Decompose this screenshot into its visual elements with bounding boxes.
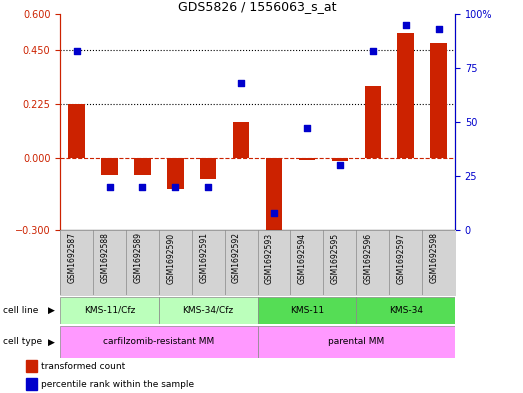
Bar — [26, 378, 37, 390]
Text: KMS-11/Cfz: KMS-11/Cfz — [84, 306, 135, 315]
Point — [105, 184, 113, 190]
Bar — [159, 297, 257, 324]
Text: percentile rank within the sample: percentile rank within the sample — [41, 380, 194, 389]
Bar — [266, 158, 282, 230]
Text: cell type: cell type — [3, 338, 42, 346]
Bar — [397, 33, 414, 158]
Text: KMS-34/Cfz: KMS-34/Cfz — [183, 306, 234, 315]
Bar — [365, 86, 381, 158]
Point — [303, 125, 311, 131]
Text: GSM1692597: GSM1692597 — [396, 233, 406, 284]
Bar — [233, 122, 249, 158]
Text: parental MM: parental MM — [328, 338, 384, 346]
Bar — [69, 104, 85, 158]
Bar — [60, 297, 159, 324]
Point — [402, 21, 410, 28]
Bar — [26, 360, 37, 373]
Text: ▶: ▶ — [48, 306, 55, 315]
Text: GSM1692589: GSM1692589 — [133, 233, 142, 283]
Text: GSM1692592: GSM1692592 — [232, 233, 241, 283]
Point — [435, 26, 443, 32]
Point — [204, 184, 212, 190]
Text: GSM1692594: GSM1692594 — [298, 233, 307, 284]
Bar — [257, 326, 455, 358]
Point — [138, 184, 146, 190]
Bar — [167, 158, 184, 189]
Text: GSM1692588: GSM1692588 — [100, 233, 109, 283]
Bar — [332, 158, 348, 162]
Bar — [257, 297, 356, 324]
Text: GSM1692591: GSM1692591 — [199, 233, 208, 283]
Point — [171, 184, 179, 190]
Text: GSM1692593: GSM1692593 — [265, 233, 274, 284]
Text: cell line: cell line — [3, 306, 38, 315]
Bar — [60, 326, 257, 358]
Text: transformed count: transformed count — [41, 362, 126, 371]
Text: GSM1692587: GSM1692587 — [67, 233, 76, 283]
Point — [336, 162, 344, 168]
Text: KMS-11: KMS-11 — [290, 306, 324, 315]
Text: GSM1692590: GSM1692590 — [166, 233, 175, 284]
Bar — [200, 158, 217, 180]
Text: ▶: ▶ — [48, 338, 55, 346]
Text: GSM1692598: GSM1692598 — [429, 233, 439, 283]
Text: KMS-34: KMS-34 — [389, 306, 423, 315]
Text: GSM1692596: GSM1692596 — [363, 233, 373, 284]
Bar — [101, 158, 118, 174]
Title: GDS5826 / 1556063_s_at: GDS5826 / 1556063_s_at — [178, 0, 337, 13]
Bar — [356, 297, 455, 324]
Point — [72, 47, 81, 53]
Bar — [134, 158, 151, 174]
Point — [237, 80, 245, 86]
Text: carfilzomib-resistant MM: carfilzomib-resistant MM — [103, 338, 214, 346]
Bar — [430, 42, 447, 158]
Point — [270, 209, 278, 216]
Bar — [299, 158, 315, 160]
Point — [369, 47, 377, 53]
Text: GSM1692595: GSM1692595 — [331, 233, 340, 284]
